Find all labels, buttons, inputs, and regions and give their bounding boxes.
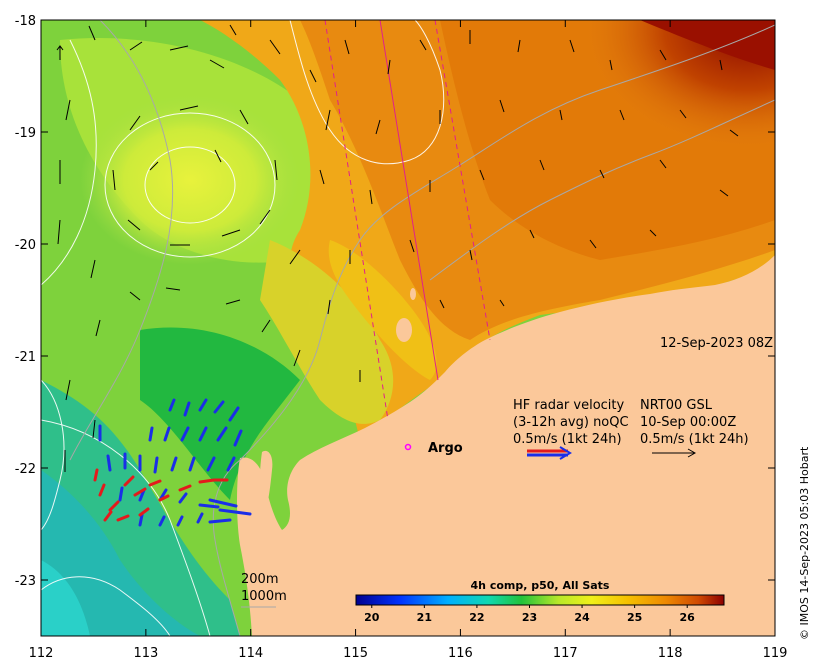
x-tick-label: 113 xyxy=(133,646,158,661)
current-arrows xyxy=(56,24,739,472)
colorbar-tick-label: 24 xyxy=(574,611,590,624)
x-tick-label: 116 xyxy=(448,646,473,661)
legend-line2-left: (3-12h avg) noQC xyxy=(513,415,629,430)
legend-line3-right: 0.5m/s (1kt 24h) xyxy=(640,432,749,447)
x-tick-label: 118 xyxy=(658,646,683,661)
bathymetry-lines xyxy=(69,20,775,636)
legend-line1-right: NRT00 GSL xyxy=(640,398,713,413)
x-tick-label: 112 xyxy=(29,646,54,661)
colorbar-title: 4h comp, p50, All Sats xyxy=(471,579,610,592)
model-scale-arrow xyxy=(652,448,697,458)
colorbar: 4h comp, p50, All Sats 20 21 22 23 24 25 26 xyxy=(355,579,725,624)
plot-frame xyxy=(40,19,776,637)
axes: 112 113 114 115 116 117 118 119 -18 -19 -20 -21 -22 -… xyxy=(15,14,788,661)
y-tick-label: -22 xyxy=(15,462,36,477)
argo-float-marker xyxy=(404,443,412,451)
legend-line2-right: 10-Sep 00:00Z xyxy=(640,415,736,430)
y-tick-label: -19 xyxy=(15,126,36,141)
colorbar-tick-label: 25 xyxy=(627,611,642,624)
contour-label-1000m: 1000m xyxy=(241,589,287,604)
colorbar-tick-label: 21 xyxy=(417,611,432,624)
imos-credit: © IMOS 14-Sep-2023 05:03 Hobart xyxy=(798,446,811,640)
radar-scale-arrow xyxy=(527,446,572,460)
depth-contours xyxy=(41,20,445,636)
y-tick-label: -20 xyxy=(15,238,36,253)
radar-legend: HF radar velocity NRT00 GSL (3-12h avg) … xyxy=(513,398,749,460)
radar-vectors xyxy=(93,398,252,527)
x-tick-label: 114 xyxy=(238,646,263,661)
y-tick-label: -23 xyxy=(15,574,36,589)
argo-label: Argo xyxy=(428,441,463,456)
legend-line3-left: 0.5m/s (1kt 24h) xyxy=(513,432,622,447)
sst-field: Argo 12-Sep-2023 08Z HF radar velocity N… xyxy=(41,20,775,636)
colorbar-tick-label: 20 xyxy=(364,611,380,624)
colorbar-gradient xyxy=(355,594,725,606)
y-tick-label: -18 xyxy=(15,14,36,29)
x-tick-label: 115 xyxy=(343,646,368,661)
x-tick-label: 119 xyxy=(763,646,788,661)
land-mass xyxy=(237,255,775,636)
colorbar-tick-label: 23 xyxy=(522,611,537,624)
colorbar-tick-label: 26 xyxy=(680,611,696,624)
satellite-track xyxy=(324,20,491,421)
x-tick-label: 117 xyxy=(553,646,578,661)
legend-line1-left: HF radar velocity xyxy=(513,398,625,413)
colorbar-tick-label: 22 xyxy=(469,611,484,624)
map-timestamp: 12-Sep-2023 08Z xyxy=(660,336,773,351)
y-tick-label: -21 xyxy=(15,350,36,365)
contour-label-200m: 200m xyxy=(241,572,278,587)
